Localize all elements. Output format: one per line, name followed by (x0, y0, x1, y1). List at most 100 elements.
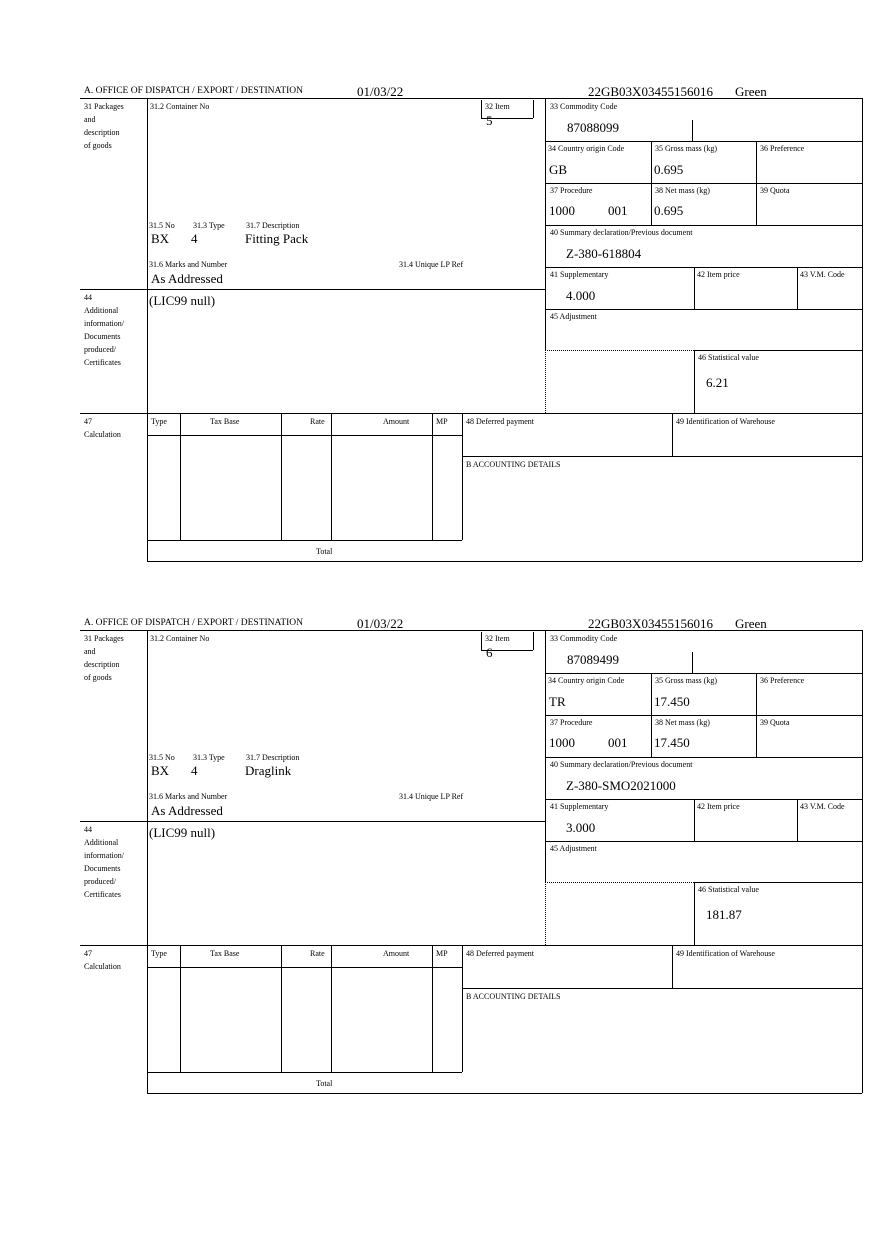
packages-label: and (84, 647, 96, 656)
divider (462, 456, 862, 457)
divider (147, 1093, 862, 1094)
divider (281, 413, 282, 540)
divider (147, 540, 462, 541)
divider (331, 945, 332, 1072)
calc-col-type: Type (151, 417, 167, 426)
packages-label: of goods (84, 673, 112, 682)
net-mass-value: 17.450 (654, 735, 690, 750)
divider (545, 141, 862, 142)
commodity-code-label: 33 Commodity Code (550, 102, 618, 111)
divider (80, 289, 545, 290)
divider (651, 673, 652, 757)
additional-info-label: Additional (84, 306, 119, 315)
net-mass-value: 0.695 (654, 203, 684, 218)
packages-label: of goods (84, 141, 112, 150)
additional-info-label: information/ (84, 851, 124, 860)
divider (281, 945, 282, 1072)
additional-info-label: Certificates (84, 358, 121, 367)
divider (545, 225, 862, 226)
accounting-details-label: B ACCOUNTING DETAILS (466, 460, 561, 469)
divider (545, 630, 546, 882)
warehouse-label: 49 Identification of Warehouse (676, 949, 775, 958)
divider (462, 413, 463, 540)
country-origin-label: 34 Country origin Code (548, 144, 625, 153)
declaration-item-block: A. OFFICE OF DISPATCH / EXPORT / DESTINA… (0, 613, 882, 1103)
divider (147, 630, 148, 1093)
supplementary-value: 4.000 (566, 288, 596, 303)
divider (432, 413, 433, 540)
divider (462, 945, 463, 1072)
divider (481, 118, 533, 119)
statistical-value: 181.87 (706, 907, 742, 922)
divider (756, 141, 757, 225)
additional-info-label: information/ (84, 319, 124, 328)
divider (545, 673, 862, 674)
total-label: Total (316, 1079, 333, 1088)
calc-col-tax-base: Tax Base (210, 949, 240, 958)
gross-mass-value: 17.450 (654, 694, 690, 709)
description-value: Fitting Pack (245, 231, 309, 246)
preference-label: 36 Preference (760, 676, 805, 685)
country-origin-value: GB (549, 162, 568, 177)
calculation-label: 47 (84, 949, 92, 958)
commodity-code-value: 87089499 (567, 652, 619, 667)
item-value: 6 (486, 645, 493, 660)
dotted-divider (545, 350, 694, 351)
additional-info-label: Documents (84, 864, 121, 873)
supplementary-value: 3.000 (566, 820, 596, 835)
marks-label: 31.6 Marks and Number (149, 792, 228, 801)
divider (481, 650, 533, 651)
divider (694, 882, 862, 883)
supplementary-label: 41 Supplementary (550, 270, 609, 279)
calc-col-rate: Rate (310, 949, 325, 958)
divider (80, 98, 862, 99)
divider (545, 98, 546, 350)
calc-col-tax-base: Tax Base (210, 417, 240, 426)
summary-declaration-value: Z-380-618804 (566, 246, 642, 261)
calculation-label: 47 (84, 417, 92, 426)
declaration-reference: 22GB03X03455156016 (588, 616, 713, 631)
declaration-date: 01/03/22 (357, 616, 404, 631)
procedure-additional-value: 001 (608, 735, 628, 750)
divider (533, 100, 534, 118)
statistical-value-label: 46 Statistical value (698, 353, 759, 362)
summary-declaration-label: 40 Summary declaration/Previous document (550, 228, 693, 237)
summary-declaration-label: 40 Summary declaration/Previous document (550, 760, 693, 769)
country-origin-label: 34 Country origin Code (548, 676, 625, 685)
no-label: 31.5 No (149, 221, 175, 230)
vm-code-label: 43 V.M. Code (800, 270, 845, 279)
marks-label: 31.6 Marks and Number (149, 260, 228, 269)
divider (147, 98, 148, 561)
container-no-label: 31.2 Container No (150, 102, 210, 111)
description-value: Draglink (245, 763, 292, 778)
country-origin-value: TR (549, 694, 566, 709)
office-heading: A. OFFICE OF DISPATCH / EXPORT / DESTINA… (84, 618, 304, 628)
divider (147, 435, 462, 436)
marks-value: As Addressed (151, 803, 223, 818)
dotted-divider (545, 882, 546, 945)
warehouse-label: 49 Identification of Warehouse (676, 417, 775, 426)
dotted-divider (545, 350, 546, 413)
divider (694, 799, 695, 841)
procedure-label: 37 Procedure (550, 718, 593, 727)
divider (545, 715, 862, 716)
calculation-label: Calculation (84, 430, 121, 439)
vm-code-label: 43 V.M. Code (800, 802, 845, 811)
accounting-details-label: B ACCOUNTING DETAILS (466, 992, 561, 1001)
calc-col-type: Type (151, 949, 167, 958)
marks-value: As Addressed (151, 271, 223, 286)
calc-col-rate: Rate (310, 417, 325, 426)
additional-info-label: Certificates (84, 890, 121, 899)
additional-info-label: produced/ (84, 345, 116, 354)
no-label: 31.5 No (149, 753, 175, 762)
divider (672, 945, 673, 988)
packages-label: 31 Packages (84, 102, 124, 111)
procedure-additional-value: 001 (608, 203, 628, 218)
divider (545, 267, 862, 268)
summary-declaration-value: Z-380-SMO2021000 (566, 778, 676, 793)
adjustment-label: 45 Adjustment (550, 312, 597, 321)
type-label: 31.3 Type (193, 221, 225, 230)
gross-mass-label: 35 Gross mass (kg) (655, 144, 717, 153)
divider (797, 267, 798, 309)
